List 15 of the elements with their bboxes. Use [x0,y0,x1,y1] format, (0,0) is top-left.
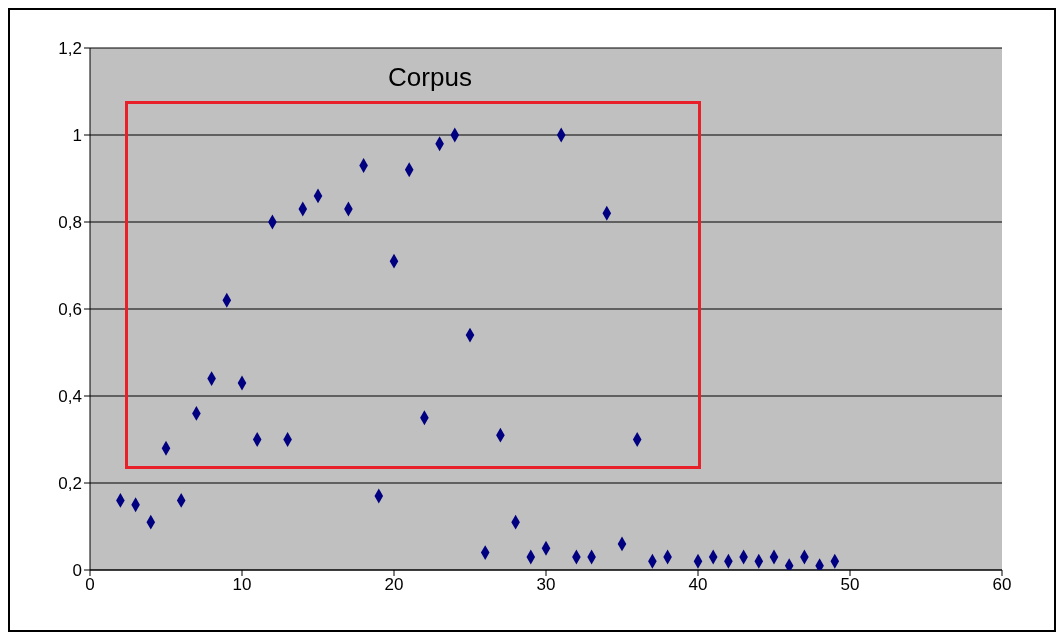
y-tick-label: 0,6 [58,300,82,320]
y-tick-label: 1,2 [58,39,82,59]
x-tick-label: 0 [85,575,95,595]
y-tick-label: 0,4 [58,387,82,407]
x-tick-label: 30 [536,575,556,595]
y-tick-label: 0,8 [58,213,82,233]
y-tick-label: 0 [72,561,82,581]
y-tick-label: 1 [72,126,82,146]
x-tick-label: 40 [688,575,708,595]
x-tick-label: 20 [384,575,404,595]
x-tick-label: 60 [992,575,1012,595]
text: Corpus [387,62,473,93]
y-tick-label: 0,2 [58,474,82,494]
x-tick-label: 50 [840,575,860,595]
x-tick-label: 10 [232,575,252,595]
